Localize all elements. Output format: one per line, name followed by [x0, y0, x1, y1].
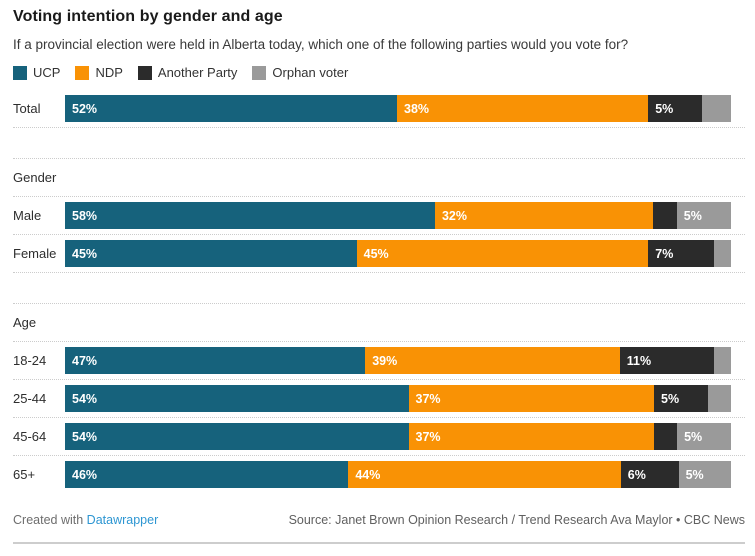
legend-item-ndp: NDP	[75, 65, 123, 80]
bar-row: Female 45% 45% 7%	[13, 235, 745, 273]
legend-label: UCP	[33, 65, 61, 80]
bar-segment-another-party: 5%	[654, 385, 708, 412]
bar-segment-ndp: 44%	[348, 461, 621, 488]
bar-segment-another-party: 11%	[619, 347, 714, 374]
bar-row: Male 58% 32% 5%	[13, 197, 745, 235]
bar-row: 18-24 47% 39% 11%	[13, 342, 745, 380]
section-header-gender: Gender	[13, 158, 745, 197]
bar-track: 54% 37% 5%	[65, 385, 731, 412]
bar-track: 52% 38% 5%	[65, 95, 731, 122]
bar-track: 58% 32% 5%	[65, 202, 731, 229]
bar-segment-ndp: 32%	[434, 202, 654, 229]
bar-segment-ndp: 38%	[397, 95, 649, 122]
bar-segment-ucp: 47%	[65, 347, 366, 374]
row-label: Male	[13, 208, 42, 223]
segment-value-label: 54%	[72, 391, 98, 406]
segment-value-label: 5%	[655, 101, 674, 116]
segment-value-label: 47%	[72, 353, 98, 368]
legend-swatch-ucp	[13, 65, 27, 80]
legend-swatch-orphan-voter	[252, 65, 267, 80]
segment-value-label: 44%	[355, 467, 381, 482]
legend-swatch-another-party	[137, 65, 152, 80]
bar-row: Total 52% 38% 5%	[13, 90, 745, 128]
legend-label: NDP	[95, 65, 123, 80]
page-title: Voting intention by gender and age	[13, 8, 283, 25]
bar-row: 65+ 46% 44% 6% 5%	[13, 456, 745, 493]
stacked-bar-chart: Total 52% 38% 5% Gender Male 58% 32% 5% Female 45%…	[13, 90, 745, 493]
legend-label: Orphan voter	[272, 65, 349, 80]
bottom-divider	[13, 542, 745, 544]
row-label: 45-64	[13, 429, 47, 444]
segment-value-label: 38%	[404, 101, 430, 116]
row-label: 25-44	[13, 391, 47, 406]
datawrapper-link[interactable]: Datawrapper	[86, 513, 159, 527]
bar-segment-another-party: 5%	[648, 95, 703, 122]
bar-track: 47% 39% 11%	[65, 347, 731, 374]
bar-segment-ndp: 45%	[356, 240, 649, 267]
segment-value-label: 32%	[441, 208, 468, 223]
bar-segment-ucp: 54%	[65, 385, 409, 412]
bar-track: 45% 45% 7%	[65, 240, 732, 267]
bar-segment-ucp: 46%	[65, 461, 349, 488]
legend-item-orphan-voter: Orphan voter	[252, 65, 348, 80]
bar-segment-ndp: 39%	[365, 347, 620, 374]
bar-segment-ucp: 58%	[65, 202, 435, 229]
bar-segment-another-party: 6%	[620, 461, 679, 488]
chart-footer: Created with Datawrapper Source: Janet B…	[13, 513, 745, 527]
row-label: 65+	[13, 467, 36, 482]
created-with-label: Created with	[13, 513, 84, 527]
segment-value-label: 58%	[72, 208, 98, 223]
segment-value-label: 52%	[72, 101, 98, 116]
segment-value-label: 5%	[661, 391, 680, 406]
bar-segment-ucp: 52%	[65, 95, 397, 122]
legend-item-another-party: Another Party	[137, 65, 238, 80]
bar-segment-another-party	[654, 423, 678, 450]
section-header-age: Age	[13, 303, 745, 342]
chart-subtitle: If a provincial election were held in Al…	[13, 37, 629, 52]
bar-segment-ndp: 37%	[408, 423, 654, 450]
bar-segment-orphan-voter	[707, 385, 731, 412]
segment-value-label: 7%	[655, 246, 674, 261]
row-label: Female	[13, 246, 57, 261]
segment-value-label: 5%	[685, 467, 704, 482]
bar-segment-ndp: 37%	[408, 385, 654, 412]
row-label: 18-24	[13, 353, 47, 368]
segment-value-label: 37%	[415, 391, 441, 406]
segment-value-label: 45%	[72, 246, 98, 261]
bar-track: 46% 44% 6% 5%	[65, 461, 731, 488]
legend-item-ucp: UCP	[13, 65, 60, 80]
segment-value-label: 6%	[627, 467, 646, 482]
segment-value-label: 45%	[363, 246, 389, 261]
segment-value-label: 54%	[72, 429, 98, 444]
bar-segment-orphan-voter	[713, 240, 732, 267]
bar-segment-ucp: 54%	[65, 423, 409, 450]
segment-value-label: 39%	[372, 353, 398, 368]
source-note: Source: Janet Brown Opinion Research / T…	[288, 513, 745, 527]
segment-value-label: 37%	[415, 429, 441, 444]
segment-value-label: 5%	[684, 429, 703, 444]
bar-segment-ucp: 45%	[65, 240, 357, 267]
legend-label: Another Party	[157, 65, 238, 80]
bar-segment-orphan-voter	[713, 347, 731, 374]
legend-swatch-ndp	[75, 65, 90, 80]
row-label: Total	[13, 101, 41, 116]
bar-segment-orphan-voter: 5%	[678, 461, 731, 488]
bar-row: 25-44 54% 37% 5%	[13, 380, 745, 418]
segment-value-label: 46%	[72, 467, 98, 482]
bar-segment-another-party: 7%	[648, 240, 714, 267]
segment-value-label: 11%	[626, 353, 652, 368]
bar-segment-orphan-voter: 5%	[676, 202, 731, 229]
bar-track: 54% 37% 5%	[65, 423, 731, 450]
bar-segment-another-party	[653, 202, 677, 229]
bar-segment-orphan-voter: 5%	[677, 423, 731, 450]
attribution: Created with Datawrapper	[13, 513, 158, 527]
chart-legend: UCP NDP Another Party Orphan voter	[13, 65, 745, 80]
bar-segment-orphan-voter	[702, 95, 731, 122]
segment-value-label: 5%	[683, 208, 702, 223]
bar-row: 45-64 54% 37% 5%	[13, 418, 745, 456]
